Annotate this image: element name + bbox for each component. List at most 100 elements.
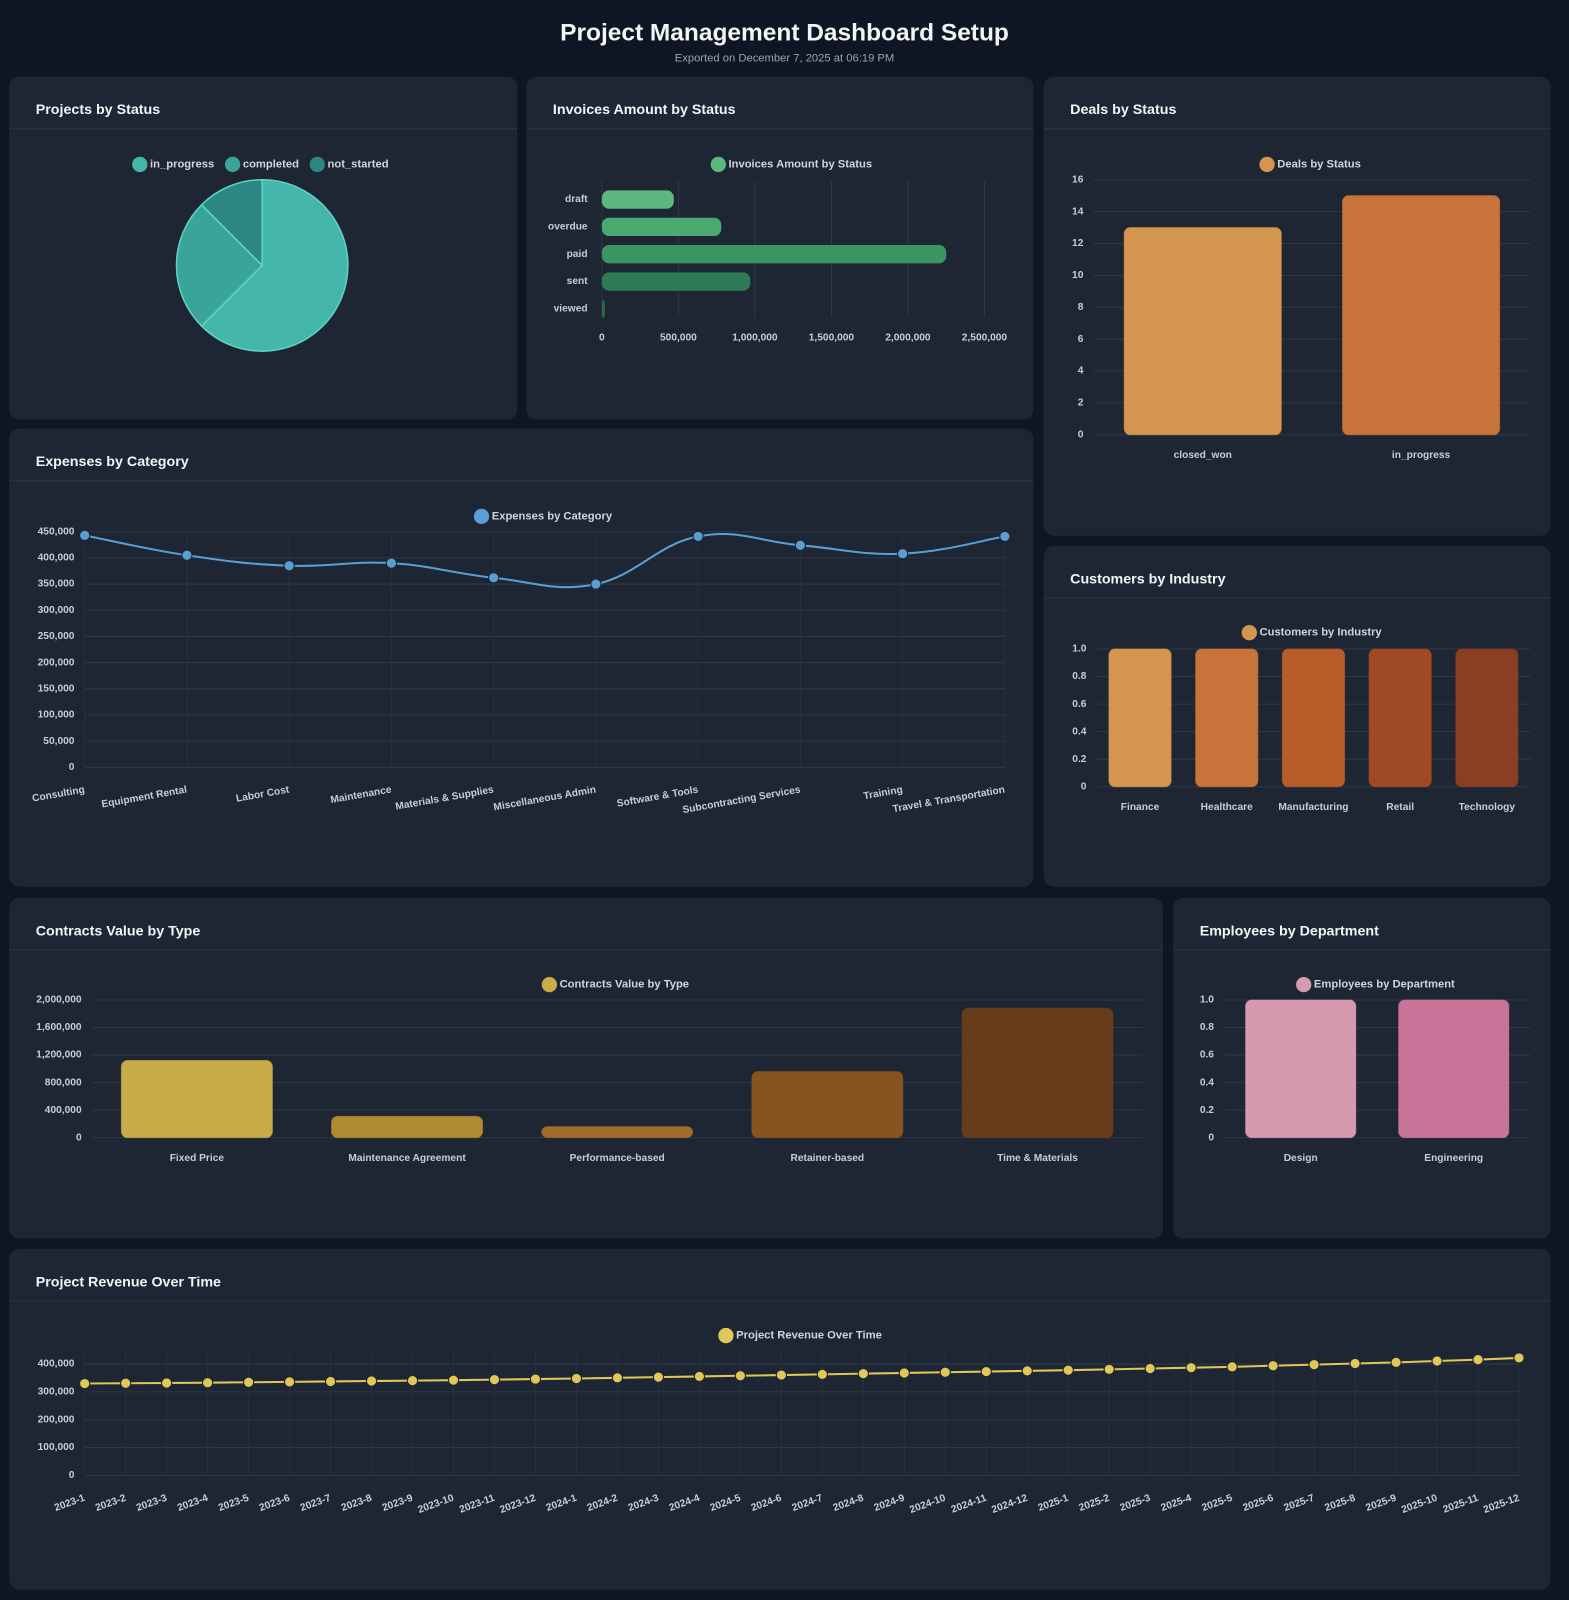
bar — [1398, 999, 1510, 1139]
x-tick-label: 1,000,000 — [732, 333, 778, 344]
x-tick-label: 500,000 — [660, 333, 697, 344]
y-tick-label: 300,000 — [38, 605, 75, 616]
y-tick-label: 0.8 — [1072, 671, 1086, 682]
point — [693, 1370, 706, 1383]
y-tick-label: 0 — [1078, 429, 1084, 440]
y-tick-label: 2 — [1078, 398, 1084, 409]
point — [734, 1370, 746, 1382]
x-tick-label: Fixed Price — [170, 1153, 225, 1164]
point — [775, 1369, 787, 1381]
legend-marker — [1241, 625, 1257, 641]
point — [898, 1367, 910, 1379]
point — [611, 1372, 624, 1384]
x-tick-label: 0 — [599, 333, 605, 344]
bar — [541, 1126, 694, 1139]
y-tick-label: 0 — [76, 1132, 82, 1143]
legend-label: completed — [243, 158, 299, 170]
point — [1390, 1356, 1402, 1368]
y-tick-label: viewed — [554, 304, 588, 315]
point — [1185, 1362, 1197, 1374]
point — [1349, 1357, 1361, 1370]
point — [999, 530, 1011, 543]
y-tick-label: 8 — [1078, 302, 1084, 313]
y-tick-label: 16 — [1072, 174, 1084, 185]
point — [1267, 1360, 1279, 1372]
legend-label: Invoices Amount by Status — [729, 158, 873, 170]
bar — [601, 190, 674, 209]
y-tick-label: 0.2 — [1072, 754, 1086, 765]
y-tick-label: 200,000 — [38, 657, 75, 668]
bar — [751, 1071, 904, 1139]
panel-title: Project Revenue Over Time — [36, 1274, 221, 1290]
x-tick-label: Performance-based — [570, 1153, 665, 1164]
x-tick-label: 2,500,000 — [962, 333, 1008, 344]
point — [79, 1377, 91, 1390]
point — [939, 1366, 951, 1378]
panel-title: Contracts Value by Type — [36, 923, 201, 939]
y-tick-label: 10 — [1072, 270, 1084, 281]
point — [857, 1368, 869, 1380]
y-tick-label: 100,000 — [38, 1442, 75, 1453]
y-tick-label: 450,000 — [38, 526, 75, 537]
bar — [1342, 195, 1501, 436]
point — [447, 1374, 460, 1386]
point — [1308, 1358, 1320, 1371]
point — [980, 1365, 992, 1378]
legend-marker — [132, 156, 148, 173]
x-tick-label: Finance — [1121, 802, 1160, 813]
point — [692, 530, 704, 543]
y-tick-label: 4 — [1078, 366, 1084, 377]
point — [181, 549, 193, 561]
y-tick-label: 12 — [1072, 238, 1084, 249]
y-tick-label: 200,000 — [38, 1414, 75, 1425]
bar — [331, 1115, 484, 1139]
y-tick-label: 250,000 — [38, 631, 75, 642]
bar — [601, 217, 722, 237]
point — [1103, 1363, 1115, 1375]
legend-marker — [718, 1327, 734, 1344]
bar — [601, 272, 751, 291]
y-tick-label: 0.8 — [1200, 1022, 1214, 1033]
y-tick-label: draft — [565, 194, 588, 205]
y-tick-label: paid — [567, 249, 588, 260]
point — [570, 1372, 583, 1385]
bar — [1245, 999, 1357, 1139]
y-tick-label: 0 — [1081, 781, 1087, 792]
y-tick-label: 0.4 — [1072, 726, 1086, 737]
y-tick-label: 400,000 — [45, 1105, 82, 1116]
y-tick-label: 0.6 — [1072, 699, 1086, 710]
x-tick-label: Engineering — [1424, 1153, 1483, 1164]
y-tick-label: 0.2 — [1200, 1105, 1214, 1116]
y-tick-label: 14 — [1072, 206, 1084, 217]
bar — [1195, 648, 1259, 788]
x-tick-label: Technology — [1459, 802, 1516, 813]
legend-marker — [473, 508, 490, 525]
x-tick-label: Retainer-based — [791, 1153, 865, 1164]
point — [79, 529, 91, 541]
bar — [961, 1007, 1114, 1139]
y-tick-label: 350,000 — [38, 579, 75, 590]
y-tick-label: 2,000,000 — [36, 995, 82, 1006]
panel-title: Employees by Department — [1200, 923, 1379, 939]
point — [1513, 1352, 1525, 1364]
y-tick-label: 400,000 — [38, 1359, 75, 1370]
y-tick-label: 800,000 — [45, 1077, 82, 1088]
legend-marker — [309, 156, 325, 173]
point — [816, 1368, 828, 1380]
bar — [120, 1060, 273, 1139]
panel-title: Projects by Status — [36, 102, 161, 118]
legend-marker — [224, 156, 241, 173]
point — [120, 1377, 132, 1389]
y-tick-label: overdue — [548, 222, 588, 233]
legend-label: Employees by Department — [1314, 979, 1455, 991]
panel-title: Customers by Industry — [1070, 571, 1225, 587]
page-title: Project Management Dashboard Setup — [560, 19, 1009, 46]
line — [84, 533, 1006, 589]
panel — [9, 897, 1163, 1239]
bar — [1281, 648, 1346, 788]
bar — [601, 245, 947, 264]
y-tick-label: 0 — [69, 1470, 75, 1481]
legend-marker — [1296, 976, 1312, 993]
